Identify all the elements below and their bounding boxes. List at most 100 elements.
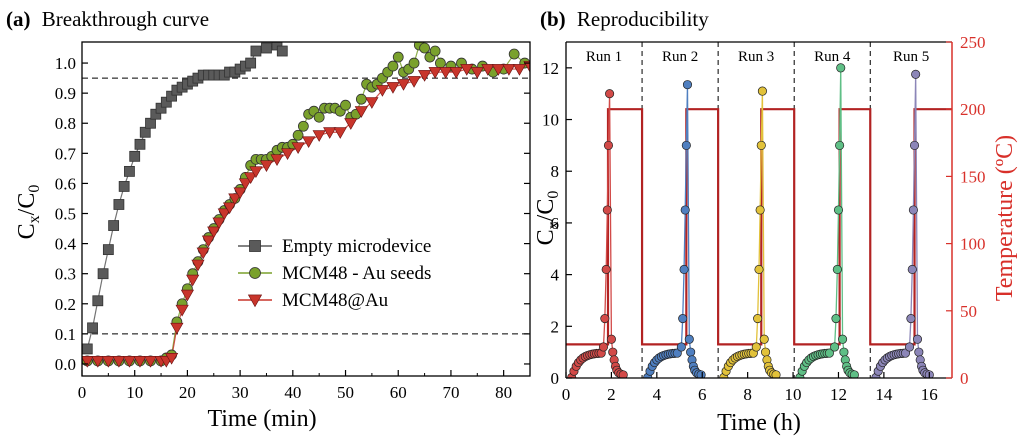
svg-text:Cx/C0: Cx/C0	[533, 191, 562, 246]
data-point	[323, 127, 337, 139]
data-point	[82, 343, 93, 355]
series-line	[87, 44, 526, 362]
y-tick-label: 8	[551, 162, 560, 181]
data-point	[145, 117, 156, 129]
data-point	[270, 154, 284, 167]
data-point	[419, 42, 430, 54]
data-point	[170, 322, 184, 335]
data-point	[134, 138, 146, 150]
y-tick-label: 0.6	[55, 174, 76, 193]
panel-b-tag: (b)	[540, 7, 566, 31]
x-tick-label: 8	[743, 385, 752, 404]
data-point	[82, 355, 94, 368]
y-tick-label: 0.9	[55, 84, 76, 103]
panel-b-y2label: Temperature (ºC)	[992, 135, 1018, 301]
run-point	[771, 370, 781, 378]
data-point	[201, 235, 216, 248]
data-point	[249, 166, 263, 179]
data-point	[481, 64, 495, 76]
data-point	[387, 60, 399, 72]
data-point	[244, 172, 258, 185]
panel-a-ylabel: Cx/C0	[14, 185, 43, 240]
panel-b-title: (b) Reproducibility	[540, 7, 709, 31]
y-tick-label: 0.1	[55, 325, 76, 344]
y-tick-label: 4	[551, 266, 560, 285]
legend-label: MCM48@Au	[282, 290, 389, 311]
data-point	[91, 355, 105, 368]
svg-text:Temperature (ºC): Temperature (ºC)	[992, 135, 1018, 301]
data-point	[102, 244, 114, 256]
run-point	[759, 334, 769, 344]
run-point	[684, 334, 694, 344]
data-point	[512, 64, 527, 76]
x-tick-label: 10	[785, 385, 802, 404]
run-point	[676, 342, 686, 352]
run-point	[618, 370, 628, 378]
data-point	[133, 355, 147, 368]
data-point	[139, 126, 151, 138]
data-point	[143, 355, 158, 368]
data-point	[407, 76, 421, 88]
run-curve	[571, 93, 624, 378]
run-curve	[799, 67, 855, 378]
run-point	[682, 80, 693, 90]
run-point	[681, 140, 691, 150]
panel-a-title-text: Breakthrough curve	[42, 7, 209, 31]
legend-marker	[249, 267, 261, 279]
data-point	[245, 57, 257, 69]
run-point	[914, 347, 924, 357]
run-label: Run 3	[738, 49, 774, 65]
x-tick-label: 60	[390, 383, 407, 402]
data-point	[129, 150, 141, 162]
run-label: Run 1	[586, 49, 622, 65]
run-point	[602, 205, 612, 215]
x-tick-label: 40	[284, 383, 301, 402]
data-point	[108, 220, 120, 231]
run-point	[757, 86, 767, 96]
data-point	[261, 42, 272, 54]
run-point	[832, 264, 842, 274]
panel-a-xlabel: Time (min)	[207, 406, 316, 432]
x-tick-label: 80	[495, 383, 512, 402]
data-point	[250, 45, 262, 57]
data-point	[333, 127, 347, 139]
legend-label: MCM48 - Au seeds	[282, 263, 431, 284]
data-point	[124, 165, 135, 177]
run-point	[756, 140, 766, 150]
data-point	[523, 61, 530, 73]
data-point	[439, 67, 453, 79]
panel-a-frame	[81, 41, 531, 377]
data-point	[175, 304, 189, 317]
x-tick-label: 6	[698, 385, 707, 404]
data-point	[292, 129, 304, 141]
run-point	[606, 334, 616, 344]
run-point	[603, 140, 614, 150]
run-curve	[723, 91, 777, 378]
data-point	[196, 247, 210, 260]
data-point	[355, 93, 367, 105]
x-tick-label: 0	[562, 385, 571, 404]
run-point	[754, 264, 764, 274]
run-point	[912, 334, 923, 344]
run-point	[908, 205, 918, 215]
x-tick-label: 12	[830, 385, 847, 404]
run-point	[680, 205, 690, 215]
legend-marker	[247, 294, 263, 308]
data-point	[429, 45, 441, 57]
y-tick-label: 0.8	[55, 114, 76, 133]
data-point	[470, 67, 484, 79]
x-tick-label: 4	[653, 385, 662, 404]
data-point	[312, 130, 326, 142]
data-point	[238, 178, 253, 191]
data-point	[302, 136, 316, 148]
data-point	[118, 181, 130, 192]
run-point	[904, 342, 915, 352]
data-point	[113, 199, 125, 210]
x-tick-label: 30	[232, 383, 249, 402]
y2-tick-label: 50	[960, 302, 977, 321]
data-point	[344, 118, 358, 130]
run-label: Run 2	[662, 49, 698, 65]
y-tick-label: 6	[551, 214, 560, 233]
x-tick-label: 2	[607, 385, 616, 404]
data-point	[217, 208, 231, 221]
